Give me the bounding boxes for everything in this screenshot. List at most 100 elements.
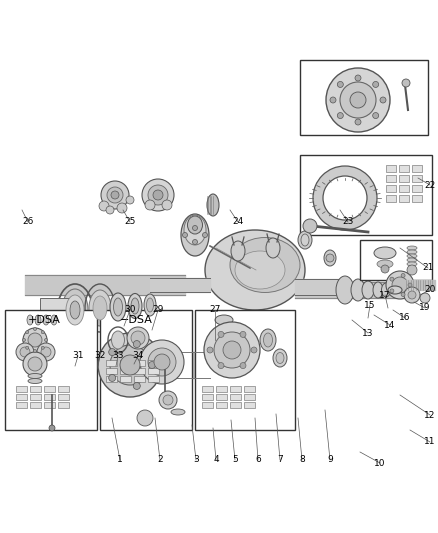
Circle shape: [106, 206, 114, 214]
Circle shape: [406, 265, 416, 275]
Circle shape: [137, 410, 153, 426]
Ellipse shape: [234, 251, 284, 289]
Bar: [299, 155, 431, 235]
Circle shape: [37, 343, 55, 361]
Text: 34: 34: [132, 351, 143, 360]
Circle shape: [354, 75, 360, 81]
Text: 16: 16: [398, 313, 410, 322]
Text: 4: 4: [213, 456, 218, 464]
Circle shape: [202, 232, 207, 238]
Circle shape: [44, 338, 47, 342]
Circle shape: [218, 362, 223, 369]
Ellipse shape: [230, 241, 244, 261]
Circle shape: [204, 322, 259, 378]
Ellipse shape: [171, 409, 184, 415]
Ellipse shape: [89, 290, 111, 326]
Circle shape: [109, 349, 116, 356]
Text: 31: 31: [72, 351, 84, 360]
Ellipse shape: [323, 250, 335, 266]
Circle shape: [107, 187, 123, 203]
Bar: [244, 386, 254, 392]
Circle shape: [354, 119, 360, 125]
Circle shape: [336, 112, 343, 118]
Bar: [148, 376, 159, 382]
Ellipse shape: [297, 231, 311, 249]
Ellipse shape: [66, 295, 84, 325]
Ellipse shape: [215, 315, 233, 325]
Circle shape: [127, 327, 148, 349]
Circle shape: [372, 112, 378, 118]
Text: 1: 1: [117, 456, 123, 464]
Text: 32: 32: [94, 351, 106, 360]
Ellipse shape: [387, 286, 401, 294]
Circle shape: [111, 191, 119, 199]
Ellipse shape: [35, 315, 41, 325]
Circle shape: [23, 328, 47, 352]
Text: 17: 17: [378, 290, 390, 300]
Bar: [201, 394, 212, 400]
Bar: [215, 386, 226, 392]
Circle shape: [389, 277, 393, 281]
Text: 7: 7: [276, 456, 282, 464]
Text: 3: 3: [193, 456, 198, 464]
Circle shape: [133, 341, 140, 348]
Ellipse shape: [373, 247, 395, 259]
Ellipse shape: [272, 349, 286, 367]
Bar: [16, 402, 27, 408]
Ellipse shape: [335, 276, 353, 304]
Bar: [106, 360, 117, 366]
Ellipse shape: [43, 315, 49, 325]
Circle shape: [223, 341, 240, 359]
Ellipse shape: [131, 298, 139, 314]
Ellipse shape: [207, 194, 219, 216]
Circle shape: [207, 347, 212, 353]
Bar: [44, 386, 55, 392]
Circle shape: [99, 201, 109, 211]
Text: 22: 22: [424, 181, 434, 190]
Ellipse shape: [372, 282, 382, 298]
Ellipse shape: [28, 374, 42, 378]
Circle shape: [41, 330, 44, 334]
Text: 15: 15: [364, 301, 375, 310]
Bar: [100, 310, 191, 430]
Text: 13: 13: [361, 328, 373, 337]
Circle shape: [251, 347, 256, 353]
Text: 27: 27: [209, 305, 220, 314]
Bar: [299, 60, 427, 135]
Ellipse shape: [406, 258, 416, 262]
Bar: [40, 298, 70, 322]
Circle shape: [49, 425, 55, 431]
Text: 10: 10: [374, 458, 385, 467]
Circle shape: [153, 190, 162, 200]
Circle shape: [380, 265, 388, 273]
Ellipse shape: [110, 293, 126, 321]
Ellipse shape: [113, 298, 122, 316]
Bar: [30, 402, 41, 408]
Bar: [5, 310, 97, 430]
Circle shape: [98, 333, 162, 397]
Circle shape: [117, 203, 127, 213]
Circle shape: [141, 179, 173, 211]
Circle shape: [162, 395, 173, 405]
Circle shape: [120, 355, 140, 375]
Circle shape: [385, 271, 413, 299]
Bar: [244, 402, 254, 408]
Circle shape: [20, 347, 30, 357]
Text: 19: 19: [418, 303, 430, 312]
Ellipse shape: [259, 329, 276, 351]
Circle shape: [240, 332, 245, 337]
Circle shape: [407, 283, 411, 287]
Circle shape: [401, 79, 409, 87]
Bar: [244, 394, 254, 400]
Bar: [16, 394, 27, 400]
Circle shape: [302, 219, 316, 233]
Text: 2: 2: [157, 456, 162, 464]
Text: 24: 24: [232, 217, 243, 227]
Bar: [120, 368, 131, 374]
Circle shape: [400, 273, 404, 278]
Text: 26: 26: [22, 217, 34, 227]
Circle shape: [192, 225, 197, 230]
Ellipse shape: [184, 215, 205, 245]
Bar: [201, 402, 212, 408]
Circle shape: [133, 382, 140, 390]
